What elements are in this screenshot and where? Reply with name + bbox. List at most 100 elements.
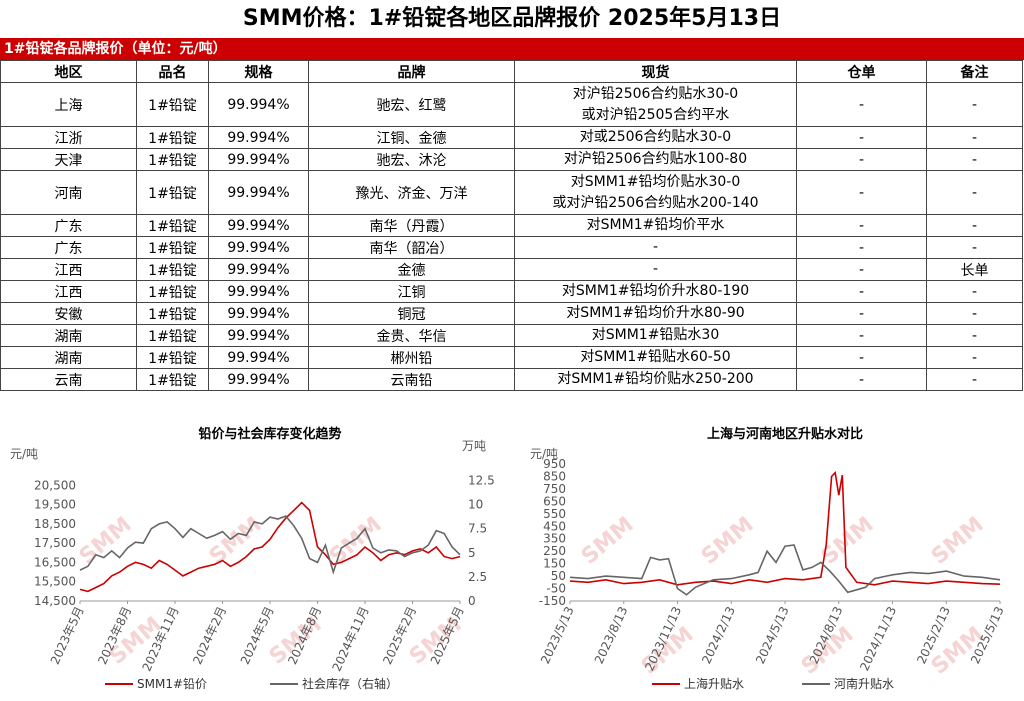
cell-region: 江西 [0, 280, 137, 303]
y-tick-label: 50 [551, 569, 566, 583]
cell-region: 江浙 [0, 126, 137, 149]
cell-region: 安徽 [0, 302, 137, 325]
cell-spot: 对或2506合约贴水30-0 [514, 126, 797, 149]
y-tick-label: 350 [543, 532, 566, 546]
cell-name: 1#铅锭 [136, 148, 209, 171]
cell-spec: 99.994% [208, 82, 309, 127]
chart-title: 铅价与社会库存变化趋势 [198, 426, 341, 442]
header-note: 备注 [926, 60, 1023, 83]
cell-warrant: - [796, 324, 927, 347]
y2-tick-label: 5 [468, 546, 476, 560]
table-row: 天津 1#铅锭 99.994% 驰宏、沐沦 对沪铅2506合约贴水100-80 - - [0, 148, 1023, 171]
price-table: 地区 品名 规格 品牌 现货 仓单 备注 上海 1#铅锭 99.994% 驰宏、红鹭 对沪铅2506… [0, 60, 1023, 391]
spot-line: 对SMM1#铅均价升水80-90 [566, 305, 745, 321]
cell-spot: 对SMM1#铅贴水30 [514, 324, 797, 347]
series-line-1 [79, 515, 461, 575]
cell-name: 1#铅锭 [136, 170, 209, 215]
y-tick-label: -150 [539, 594, 566, 608]
y-tick-label: 950 [543, 457, 566, 471]
cell-region: 江西 [0, 258, 137, 281]
cell-brand: 南华（韶冶） [308, 236, 515, 259]
cell-note: - [926, 148, 1023, 171]
y-tick-label: 850 [543, 469, 566, 483]
cell-note: - [926, 368, 1023, 391]
smm-watermark: SMM [75, 512, 137, 569]
spot-line: - [652, 239, 659, 255]
smm-watermark: SMM [577, 512, 639, 569]
cell-spot: 对SMM1#铅贴水60-50 [514, 346, 797, 369]
y-tick-label: 750 [543, 482, 566, 496]
cell-spot: - [514, 258, 797, 281]
cell-spot: - [514, 236, 797, 259]
table-row: 河南 1#铅锭 99.994% 豫光、济金、万洋 对SMM1#铅均价贴水30-0 或对沪铅… [0, 170, 1023, 215]
cell-warrant: - [796, 148, 927, 171]
y-tick-label: 550 [543, 507, 566, 521]
y-tick-label: 15,500 [34, 575, 76, 589]
header-brand: 品牌 [308, 60, 515, 83]
cell-region: 河南 [0, 170, 137, 215]
cell-note: - [926, 346, 1023, 369]
y-tick-label: 20,500 [34, 478, 76, 492]
cell-spec: 99.994% [208, 170, 309, 215]
cell-region: 天津 [0, 148, 137, 171]
chart-title: 上海与河南地区升贴水对比 [707, 426, 863, 442]
cell-name: 1#铅锭 [136, 236, 209, 259]
cell-spot: 对SMM1#铅均价升水80-90 [514, 302, 797, 325]
cell-spot: 对沪铅2506合约贴水100-80 [514, 148, 797, 171]
spot-line: 对沪铅2506合约贴水30-0 [572, 85, 739, 102]
cell-region: 广东 [0, 214, 137, 237]
spot-line: 对SMM1#铅均价贴水30-0 [570, 173, 741, 190]
cell-note: - [926, 280, 1023, 303]
table-row: 湖南 1#铅锭 99.994% 金贵、华信 对SMM1#铅贴水30 - - [0, 324, 1023, 347]
cell-spot: 对SMM1#铅均价贴水250-200 [514, 368, 797, 391]
price-table-section: 1#铅锭各品牌报价（单位：元/吨） 地区 品名 规格 品牌 现货 仓单 备注 上海 1#铅锭 9… [0, 38, 1024, 391]
left-unit-label: 元/吨 [10, 447, 38, 461]
cell-note: - [926, 82, 1023, 127]
cell-region: 云南 [0, 368, 137, 391]
cell-note: - [926, 214, 1023, 237]
y-tick-label: 14,500 [34, 594, 76, 608]
cell-name: 1#铅锭 [136, 214, 209, 237]
x-tick-label: 2024/2/13 [699, 604, 738, 666]
cell-brand: 驰宏、红鹭 [308, 82, 515, 127]
cell-spec: 99.994% [208, 126, 309, 149]
cell-brand: 南华（丹霞） [308, 214, 515, 237]
cell-note: - [926, 236, 1023, 259]
spot-line: 对或2506合约贴水30-0 [579, 129, 732, 145]
cell-brand: 江铜 [308, 280, 515, 303]
table-body: 上海 1#铅锭 99.994% 驰宏、红鹭 对沪铅2506合约贴水30-0 或对沪铅250… [0, 82, 1023, 391]
header-spec: 规格 [208, 60, 309, 83]
x-tick-label: 2024年2月 [190, 604, 229, 666]
left-unit-label: 元/吨 [530, 447, 558, 461]
smm-watermark: SMM [697, 512, 759, 569]
cell-warrant: - [796, 236, 927, 259]
header-name: 品名 [136, 60, 209, 83]
table-header-row: 地区 品名 规格 品牌 现货 仓单 备注 [0, 60, 1023, 83]
cell-brand: 豫光、济金、万洋 [308, 170, 515, 215]
cell-warrant: - [796, 258, 927, 281]
cell-region: 上海 [0, 82, 137, 127]
spot-line: - [652, 261, 659, 277]
y2-tick-label: 12.5 [468, 473, 495, 487]
spot-line: 对SMM1#铅均价平水 [586, 217, 725, 233]
chart-premium-compare: SMM SMM SMM SMM SMM SMM SMM 上海与河南地区升贴水对比 元/吨 -150… [512, 406, 1024, 701]
cell-spec: 99.994% [208, 214, 309, 237]
cell-region: 湖南 [0, 346, 137, 369]
cell-warrant: - [796, 368, 927, 391]
cell-name: 1#铅锭 [136, 368, 209, 391]
x-tick-label: 2024/5/13 [753, 604, 792, 666]
cell-note: - [926, 170, 1023, 215]
cell-note: - [926, 324, 1023, 347]
legend-label-0: SMM1#铅价 [137, 677, 207, 691]
cell-note: 长单 [926, 258, 1023, 281]
spot-line: 对沪铅2506合约贴水100-80 [563, 151, 748, 167]
x-tick-label: 2024/11/13 [857, 604, 899, 673]
cell-brand: 郴州铅 [308, 346, 515, 369]
x-tick-label: 2023年5月 [48, 604, 87, 666]
table-row: 上海 1#铅锭 99.994% 驰宏、红鹭 对沪铅2506合约贴水30-0 或对沪铅250… [0, 82, 1023, 127]
y-tick-label: 150 [543, 557, 566, 571]
cell-warrant: - [796, 302, 927, 325]
y-tick-label: 17,500 [34, 536, 76, 550]
